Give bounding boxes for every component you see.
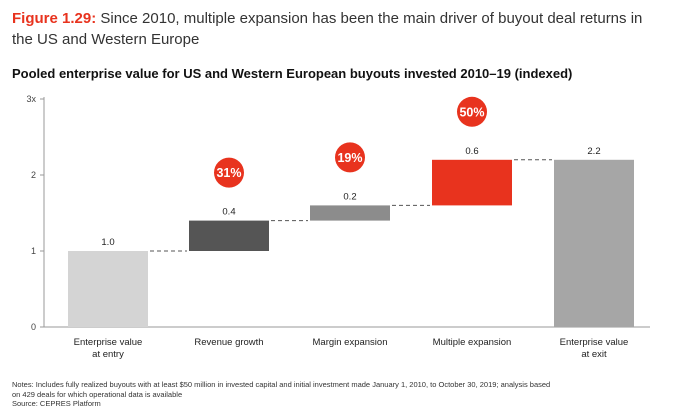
data-label: 0.6 [465,146,478,157]
bar-margin [310,205,390,221]
data-label: 1.0 [101,237,114,248]
bar-revenue [189,220,269,251]
category-label: Margin expansion [313,337,388,348]
chart-subtitle: Pooled enterprise value for US and Weste… [12,66,573,81]
category-label: Enterprise value at entry [74,337,143,360]
share-badge [457,96,487,127]
source-line: Source: CEPRES Platform [12,399,101,408]
category-label: Revenue growth [194,337,263,348]
notes-line-2: on 429 deals for which operational data … [12,389,183,399]
data-label: 0.2 [343,191,356,202]
bar-entry [68,251,148,327]
notes-line-1: Notes: Includes fully realized buyouts w… [12,380,551,389]
waterfall-chart: 0 1 2 3x 1.0 Enterprise value at entry 0.4 31% Re… [26,94,650,360]
data-label: 0.4 [222,207,235,218]
share-badge-label: 31% [216,166,241,180]
category-label: Multiple expansion [433,337,512,348]
y-tick-label: 1 [31,246,36,256]
bar-multiple [432,159,512,206]
bar-exit [554,159,634,327]
figure-caption: Since 2010, multiple expansion has been … [12,10,643,48]
share-badge-label: 50% [459,105,484,119]
figure-title: Figure 1.29: Since 2010, multiple expans… [12,8,662,50]
figure-label: Figure 1.29: [12,10,97,27]
share-badge-label: 19% [337,151,362,165]
share-badge [214,157,244,188]
y-tick-label: 0 [31,322,36,332]
y-tick-label: 3x [26,94,36,104]
data-label: 2.2 [587,146,600,157]
y-tick-label: 2 [31,170,36,180]
share-badge [335,142,365,173]
chart-notes: Notes: Includes fully realized buyouts w… [12,380,667,409]
category-label: Enterprise value at exit [560,337,629,360]
